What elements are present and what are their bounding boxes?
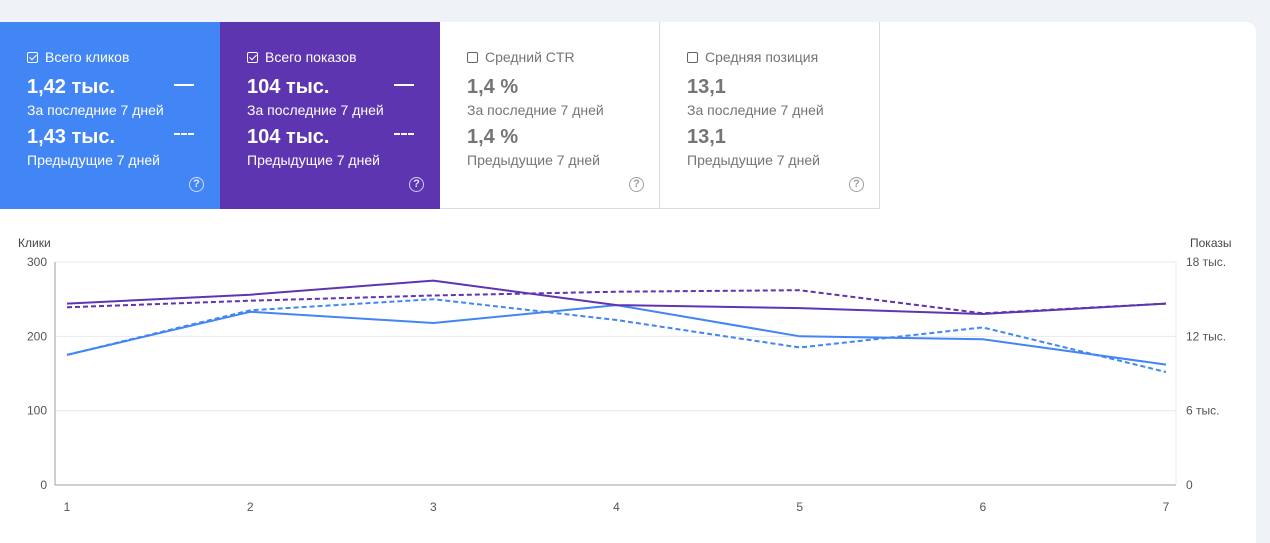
y-left-tick-label: 0 [40, 478, 47, 492]
metric-header: Всего кликов [27, 49, 129, 65]
x-tick-label: 6 [979, 500, 986, 514]
metric-previous-period: Предыдущие 7 дней [27, 152, 160, 168]
metric-header: Средний CTR [467, 49, 575, 65]
help-icon[interactable]: ? [849, 177, 864, 192]
metric-label: Всего кликов [45, 49, 130, 65]
metric-previous-value: 104 тыс. [247, 126, 330, 148]
y-right-axis-title: Показы [1190, 236, 1232, 250]
metric-total-clicks[interactable]: Всего кликов 1,42 тыс. За последние 7 дн… [0, 22, 220, 209]
checkbox-icon[interactable] [27, 51, 38, 63]
metric-previous-value: 1,4 % [467, 126, 519, 148]
y-left-tick-label: 100 [27, 404, 47, 418]
metric-previous-period: Предыдущие 7 дней [247, 152, 380, 168]
x-tick-label: 4 [613, 500, 620, 514]
checkbox-icon[interactable] [467, 51, 478, 63]
solid-line-legend-icon [394, 84, 414, 86]
performance-card: Всего кликов 1,42 тыс. За последние 7 дн… [0, 22, 1256, 543]
checkbox-icon[interactable] [247, 51, 258, 63]
dashed-line-legend-icon [174, 133, 194, 135]
solid-line-legend-icon [174, 84, 194, 86]
metric-current-value: 104 тыс. [247, 76, 330, 98]
metric-label: Средняя позиция [705, 49, 819, 65]
metric-previous-value: 13,1 [687, 126, 726, 148]
metric-label: Средний CTR [485, 49, 575, 65]
help-icon[interactable]: ? [629, 177, 644, 192]
metrics-row: Всего кликов 1,42 тыс. За последние 7 дн… [0, 22, 880, 209]
metric-current-value: 1,42 тыс. [27, 76, 116, 98]
x-tick-label: 3 [430, 500, 437, 514]
x-tick-label: 2 [247, 500, 254, 514]
metric-label: Всего показов [265, 49, 357, 65]
x-tick-label: 1 [64, 500, 71, 514]
y-right-tick-label: 6 тыс. [1186, 404, 1219, 418]
x-tick-label: 5 [796, 500, 803, 514]
y-left-tick-label: 200 [27, 329, 47, 343]
metric-current-value: 1,4 % [467, 76, 519, 98]
help-icon[interactable]: ? [189, 177, 204, 192]
y-right-tick-label: 12 тыс. [1186, 329, 1226, 343]
y-left-axis-title: Клики [18, 236, 51, 250]
metric-average-ctr[interactable]: Средний CTR 1,4 % За последние 7 дней 1,… [440, 22, 660, 209]
checkbox-icon[interactable] [687, 51, 698, 63]
metric-header: Средняя позиция [687, 49, 818, 65]
metric-header: Всего показов [247, 49, 357, 65]
series-line-1 [66, 298, 1167, 373]
y-right-tick-label: 0 [1186, 478, 1193, 492]
metric-current-period: За последние 7 дней [27, 102, 164, 118]
metric-total-impressions[interactable]: Всего показов 104 тыс. За последние 7 дн… [220, 22, 440, 209]
metric-previous-period: Предыдущие 7 дней [467, 152, 600, 168]
metric-current-value: 13,1 [687, 76, 726, 98]
y-right-tick-label: 18 тыс. [1186, 255, 1226, 269]
x-tick-label: 7 [1163, 500, 1170, 514]
dashed-line-legend-icon [394, 133, 414, 135]
series-line-3 [66, 289, 1167, 315]
metric-previous-value: 1,43 тыс. [27, 126, 116, 148]
y-left-tick-label: 300 [27, 255, 47, 269]
metric-current-period: За последние 7 дней [467, 102, 604, 118]
metric-current-period: За последние 7 дней [687, 102, 824, 118]
series-line-2 [66, 279, 1167, 315]
metric-current-period: За последние 7 дней [247, 102, 384, 118]
metric-previous-period: Предыдущие 7 дней [687, 152, 820, 168]
metric-average-position[interactable]: Средняя позиция 13,1 За последние 7 дней… [660, 22, 880, 209]
help-icon[interactable]: ? [409, 177, 424, 192]
